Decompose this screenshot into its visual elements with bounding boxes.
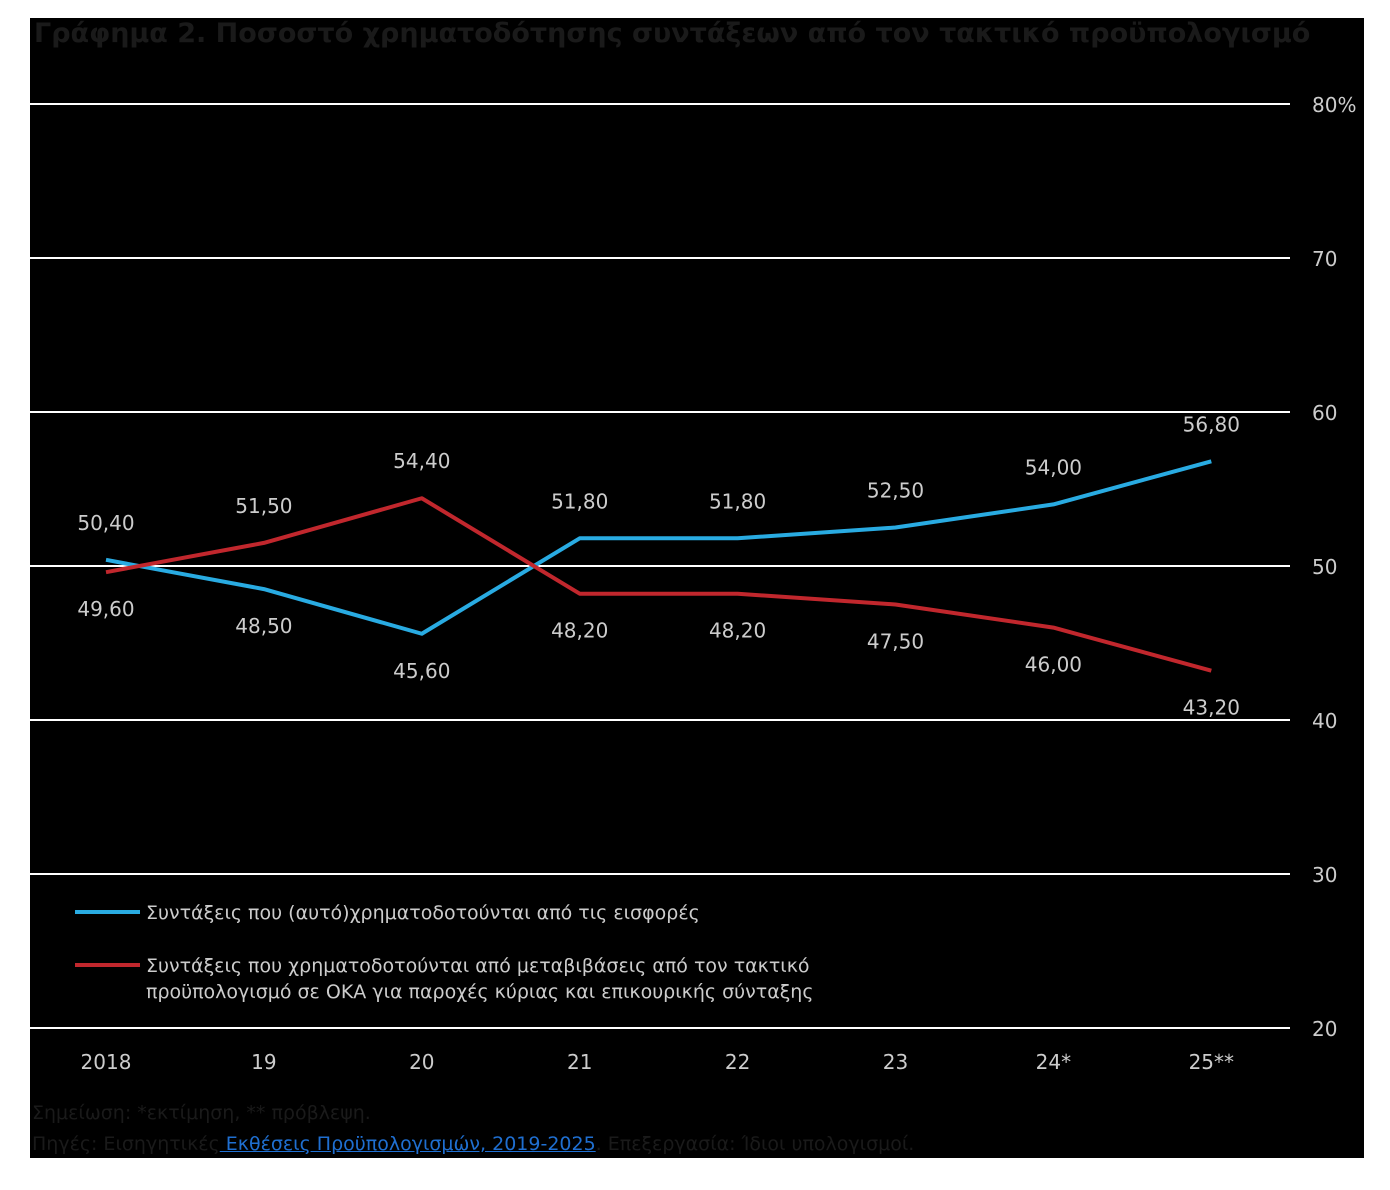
y-tick-label: 20 bbox=[1312, 1017, 1337, 1041]
data-label: 48,20 bbox=[709, 619, 766, 643]
source-link[interactable]: Εκθέσεις Προϋπολογισμών, 2019-2025 bbox=[219, 1133, 596, 1155]
y-tick-label: 60 bbox=[1312, 401, 1337, 425]
data-label: 51,80 bbox=[709, 489, 766, 513]
x-tick-label: 2018 bbox=[81, 1050, 132, 1074]
legend-label: Συντάξεις που χρηματοδοτούνται από μεταβ… bbox=[146, 955, 810, 977]
chart-title: Γράφημα 2. Ποσοστό χρηματοδότησης συντάξ… bbox=[34, 18, 1311, 49]
y-tick-label: 70 bbox=[1312, 247, 1337, 271]
series-line-red bbox=[105, 496, 1212, 673]
data-label: 45,60 bbox=[393, 659, 450, 683]
chart-source: Πηγές: Εισηγητικές Εκθέσεις Προϋπολογισμ… bbox=[32, 1133, 914, 1155]
data-label: 48,50 bbox=[235, 614, 292, 638]
legend-label: Συντάξεις που (αυτό)χρηματοδοτούνται από… bbox=[146, 902, 700, 924]
y-tick-label: 80% bbox=[1312, 93, 1356, 117]
x-tick-label: 25** bbox=[1189, 1050, 1234, 1074]
source-prefix: Πηγές: Εισηγητικές bbox=[32, 1133, 220, 1155]
x-tick-label: 23 bbox=[883, 1050, 908, 1074]
data-label: 54,40 bbox=[393, 449, 450, 473]
data-label: 52,50 bbox=[867, 479, 924, 503]
data-label: 51,80 bbox=[551, 489, 608, 513]
data-label: 50,40 bbox=[77, 511, 134, 535]
x-tick-label: 19 bbox=[251, 1050, 276, 1074]
y-tick-label: 30 bbox=[1312, 863, 1337, 887]
data-label: 46,00 bbox=[1025, 653, 1082, 677]
x-tick-label: 20 bbox=[409, 1050, 434, 1074]
x-tick-label: 22 bbox=[725, 1050, 750, 1074]
chart-note: Σημείωση: *εκτίμηση, ** πρόβλεψη. bbox=[32, 1102, 371, 1124]
data-label: 48,20 bbox=[551, 619, 608, 643]
data-label: 47,50 bbox=[867, 630, 924, 654]
y-tick-label: 40 bbox=[1312, 709, 1337, 733]
series-line-blue bbox=[105, 459, 1212, 636]
x-tick-label: 21 bbox=[567, 1050, 592, 1074]
legend-label: προϋπολογισμό σε ΟΚΑ για παροχές κύριας … bbox=[146, 981, 814, 1003]
y-tick-label: 50 bbox=[1312, 555, 1337, 579]
source-suffix: . Επεξεργασία: Ίδιοι υπολογισμοί. bbox=[595, 1133, 915, 1155]
data-label: 51,50 bbox=[235, 494, 292, 518]
x-tick-label: 24* bbox=[1036, 1050, 1071, 1074]
data-label: 43,20 bbox=[1183, 696, 1240, 720]
data-label: 56,80 bbox=[1183, 412, 1240, 436]
data-label: 49,60 bbox=[77, 597, 134, 621]
data-label: 54,00 bbox=[1025, 455, 1082, 479]
